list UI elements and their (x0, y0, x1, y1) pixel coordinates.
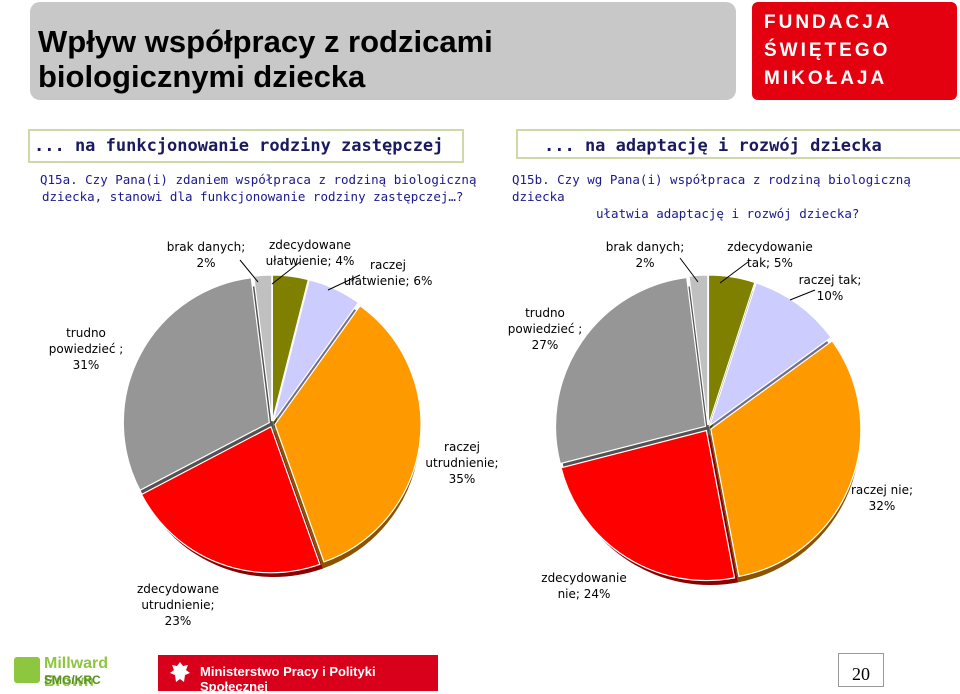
pie-chart-2: zdecydowanie tak; 5%raczej tak; 10% raczej … (508, 240, 913, 601)
pie-2-slice-5 (554, 276, 707, 465)
title-box (30, 2, 736, 100)
pie-1-label-2: raczej ułatwienie; 6% (344, 258, 433, 288)
fundacja-logo: FUNDACJA ŚWIĘTEGO MIKOŁAJA (752, 2, 957, 100)
question-right: Q15b. Czy wg Pana(i) współpraca z rodzin… (512, 171, 960, 222)
logo-line2: ŚWIĘTEGO (764, 40, 891, 61)
question-left-line2: dziecka, stanowi dla funkcjonowanie rodz… (42, 189, 464, 204)
question-left: Q15a. Czy Pana(i) zdaniem współpraca z r… (40, 171, 477, 205)
page-number: 20 (838, 653, 884, 687)
pie-2-label-1: zdecydowanie tak; 5% (727, 240, 812, 270)
pie-2-leader-2 (789, 289, 816, 301)
pie-1-label-5: trudno powiedzieć ; 31% (49, 326, 124, 372)
question-right-line1: Q15b. Czy wg Pana(i) współpraca z rodzin… (512, 172, 911, 204)
pie-1-label-3: raczej utrudnienie; 35% (425, 440, 498, 486)
section-title-right: ... na adaptację i rozwój dziecka (516, 129, 960, 159)
pie-2-slice-3 (710, 340, 862, 578)
pie-2-slice-6 (688, 274, 709, 426)
pie-2-slice-4 (560, 429, 736, 582)
ministry-banner: Ministerstwo Pracy i Polityki Społecznej (158, 655, 438, 694)
pie-2-label-2: raczej tak; 10% (799, 273, 862, 303)
pie-1-leader-1 (271, 261, 301, 285)
pie-1-leader-6 (239, 259, 259, 283)
logo-line3: MIKOŁAJA (764, 68, 888, 89)
pie-2-leader-1 (719, 261, 749, 284)
millward-brown-name: Millward Brown (44, 655, 109, 690)
pie-2-slice-1 (707, 274, 756, 426)
pie-2-leader-6 (679, 257, 699, 283)
eagle-icon (170, 662, 190, 682)
pie-1-leader-2 (327, 274, 361, 291)
section-title-left: ... na funkcjonowanie rodziny zastępczej (28, 129, 464, 163)
question-right-line2: ułatwia adaptację i rozwój dziecka? (596, 206, 860, 221)
pie-2-label-6: brak danych; 2% (606, 240, 685, 270)
ministry-name: Ministerstwo Pracy i Polityki Społecznej (200, 664, 376, 694)
pie-1-slice-3 (274, 304, 422, 563)
millward-brown-mark-icon (14, 657, 40, 683)
pie-1-slice-4 (140, 425, 321, 574)
page-title: Wpływ współpracy z rodzicami biologiczny… (38, 24, 598, 94)
pie-2-label-4: zdecydowanie nie; 24% (541, 571, 626, 601)
page-title-line1: Wpływ współpracy z rodzicami (38, 24, 493, 59)
logo-line1: FUNDACJA (764, 12, 893, 33)
pie-chart-1: zdecydowane ułatwienie; 4% raczej ułatwieni… (49, 238, 499, 628)
pie-1-slice-5 (122, 277, 270, 492)
page-title-line2: biologicznymi dziecka (38, 59, 366, 94)
pie-2-slice-2 (708, 282, 832, 428)
pie-1-label-6: brak danych; 2% (167, 240, 246, 270)
pie-1-label-4: zdecydowane utrudnienie; 23% (137, 582, 219, 628)
pie-2-label-5: trudno powiedzieć ; 27% (508, 306, 583, 352)
pie-2-label-3: raczej nie; 32% (851, 483, 913, 513)
millward-brown-logo: Millward Brown SMG/KRC (14, 655, 154, 690)
pie-1-slice-2 (272, 279, 360, 422)
question-left-line1: Q15a. Czy Pana(i) zdaniem współpraca z r… (40, 172, 477, 187)
millward-brown-sub: SMG/KRC (44, 673, 101, 687)
pie-1-label-1: zdecydowane ułatwienie; 4% (266, 238, 355, 268)
